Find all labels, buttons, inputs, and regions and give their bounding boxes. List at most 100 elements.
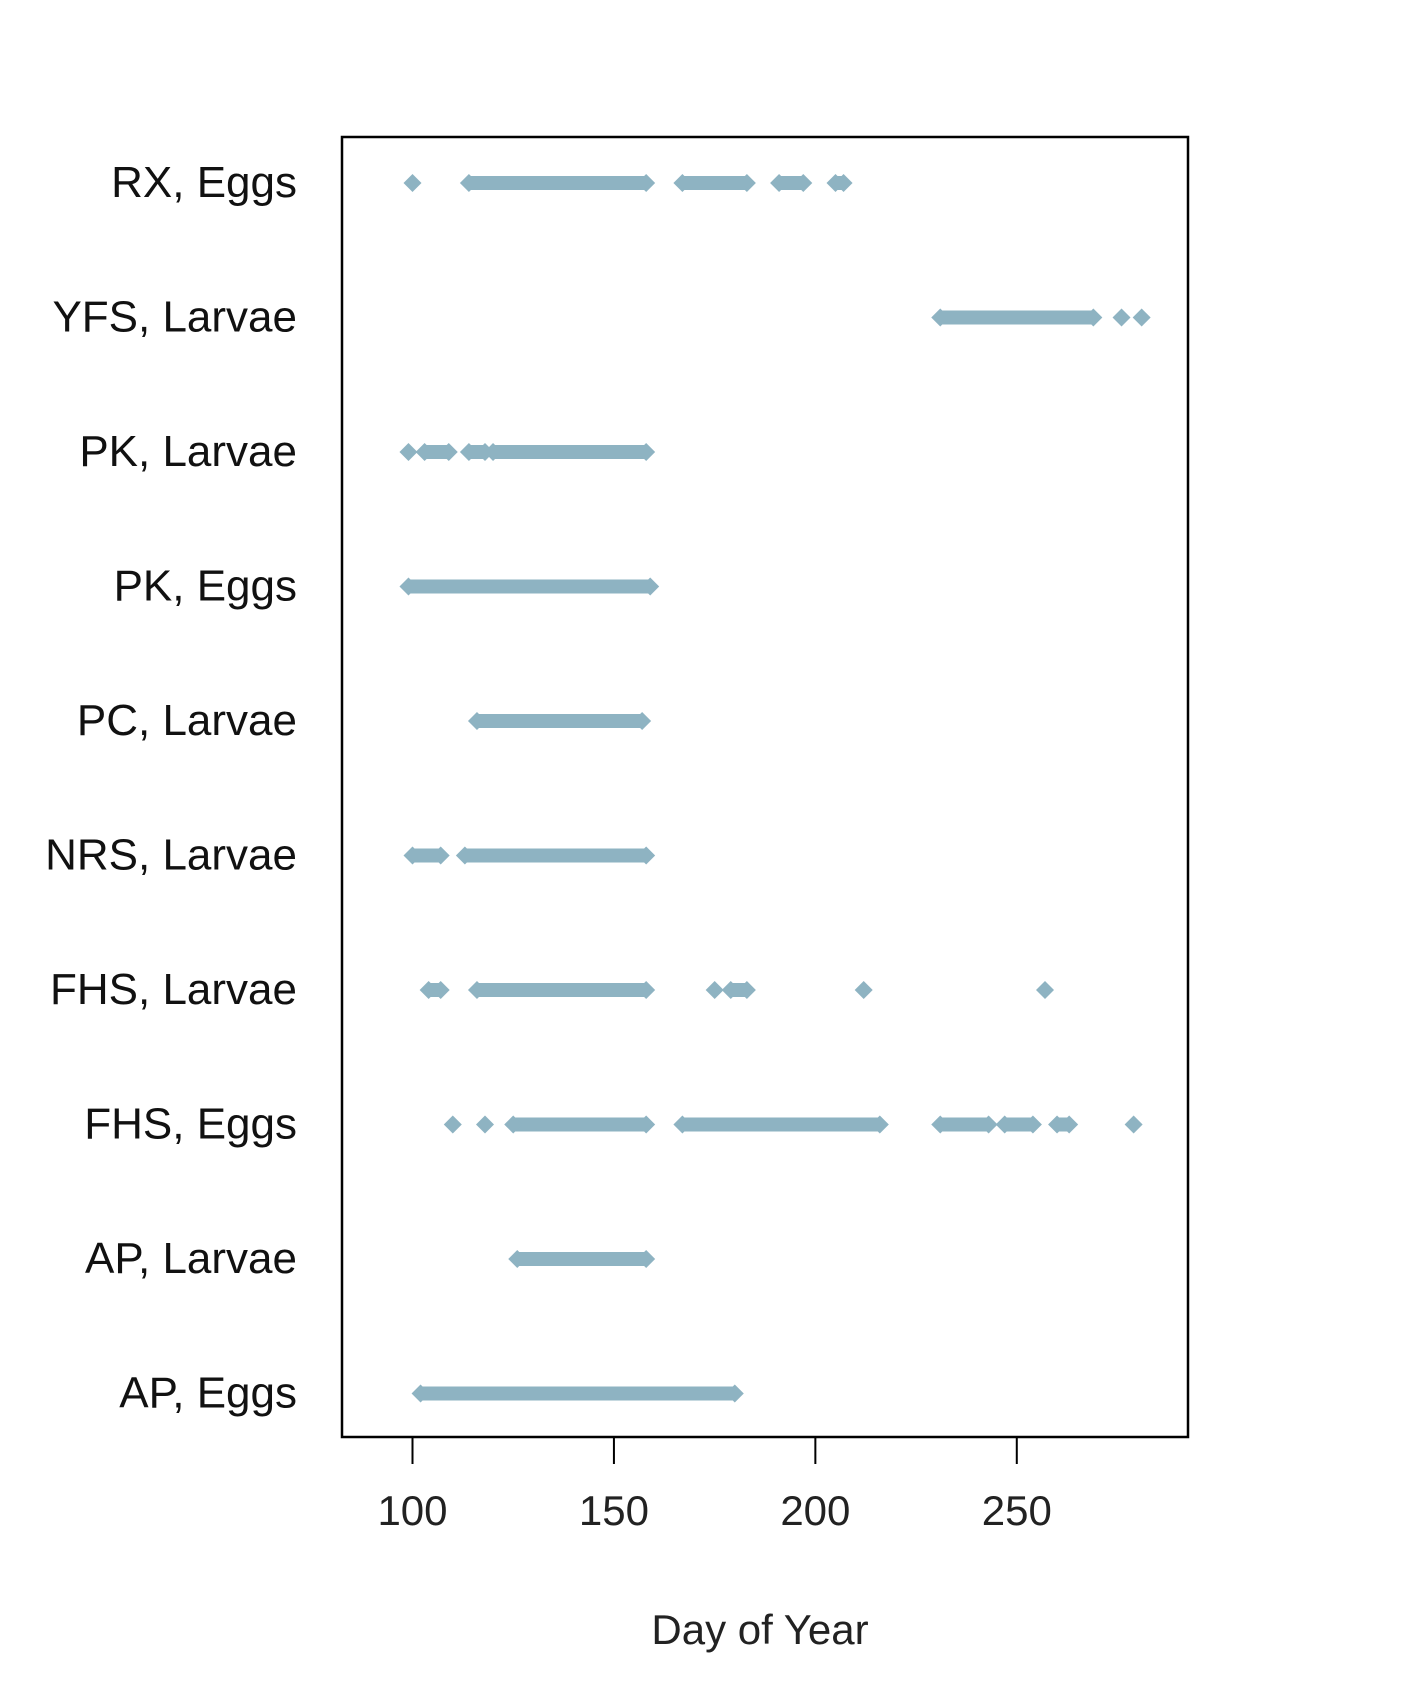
- data-point: [870, 1115, 889, 1134]
- data-point: [1132, 308, 1151, 327]
- series-row: [467, 712, 652, 730]
- data-point: [508, 1250, 527, 1268]
- data-point: [399, 577, 418, 596]
- data-point: [399, 443, 418, 461]
- point-cluster: [673, 174, 756, 192]
- data-point: [1112, 308, 1131, 327]
- category-labels: RX, Eggs YFS, Larvae PK, Larvae PK, Eggs PC,…: [45, 158, 297, 1418]
- data-point: [467, 712, 486, 730]
- x-tick-label: 150: [579, 1487, 649, 1534]
- point-cluster: [995, 1115, 1042, 1134]
- data-point: [637, 1250, 656, 1268]
- data-point: [637, 1115, 656, 1134]
- data-point: [673, 174, 692, 192]
- data-point: [459, 443, 478, 461]
- category-label: PC, Larvae: [77, 696, 297, 745]
- category-label: RX, Eggs: [111, 158, 297, 207]
- data-point: [431, 981, 450, 999]
- category-label: FHS, Larvae: [50, 965, 297, 1014]
- point-cluster: [508, 1250, 656, 1268]
- data-point: [411, 1384, 430, 1403]
- category-label: PK, Eggs: [114, 562, 297, 611]
- data-point: [439, 443, 458, 461]
- data-point: [931, 1115, 950, 1134]
- data-point: [484, 443, 503, 461]
- data-point: [673, 1115, 692, 1134]
- series-row: [403, 846, 656, 865]
- point-cluster: [415, 443, 458, 461]
- x-tick-label: 100: [377, 1487, 447, 1534]
- point-cluster: [455, 846, 656, 865]
- data-point: [1035, 981, 1054, 999]
- data-point: [504, 1115, 523, 1134]
- series-row: [399, 443, 656, 461]
- data-point: [633, 712, 652, 730]
- data-point: [770, 174, 789, 192]
- point-cluster: [403, 846, 450, 865]
- data-point: [737, 174, 756, 192]
- data-point: [737, 981, 756, 999]
- x-axis: 100 150 200 250: [377, 1436, 1052, 1534]
- point-cluster: [673, 1115, 889, 1134]
- data-point: [1124, 1115, 1143, 1134]
- data-point: [455, 846, 474, 865]
- category-label: FHS, Eggs: [84, 1100, 297, 1149]
- point-cluster: [399, 577, 660, 596]
- point-cluster: [931, 308, 1103, 327]
- point-cluster: [770, 174, 813, 192]
- series-row: [399, 577, 660, 596]
- x-tick-label: 200: [780, 1487, 850, 1534]
- point-cluster: [484, 443, 656, 461]
- series-row: [419, 981, 1054, 999]
- data-point: [476, 1115, 495, 1134]
- data-point: [1048, 1115, 1067, 1134]
- category-label: AP, Eggs: [119, 1369, 297, 1418]
- data-point: [995, 1115, 1014, 1134]
- category-label: YFS, Larvae: [52, 293, 297, 342]
- data-point: [1060, 1115, 1079, 1134]
- data-marks: [399, 174, 1151, 1403]
- data-point: [1084, 308, 1103, 327]
- data-point: [459, 174, 478, 192]
- point-cluster: [467, 981, 656, 999]
- data-point: [931, 308, 950, 327]
- data-point: [637, 981, 656, 999]
- category-label: PK, Larvae: [79, 427, 297, 476]
- series-row: [508, 1250, 656, 1268]
- point-cluster: [931, 1115, 998, 1134]
- data-point: [419, 981, 438, 999]
- data-point: [403, 846, 422, 865]
- data-point: [403, 174, 422, 192]
- data-point: [854, 981, 873, 999]
- category-label: NRS, Larvae: [45, 831, 297, 880]
- data-point: [637, 174, 656, 192]
- data-point: [721, 981, 740, 999]
- data-point: [467, 981, 486, 999]
- point-cluster: [467, 712, 652, 730]
- data-point: [725, 1384, 744, 1403]
- data-point: [443, 1115, 462, 1134]
- data-point: [431, 846, 450, 865]
- data-point: [705, 981, 724, 999]
- data-point: [637, 846, 656, 865]
- data-point: [834, 174, 853, 192]
- series-row: [931, 308, 1151, 327]
- data-point: [415, 443, 434, 461]
- point-cluster: [826, 174, 853, 192]
- point-cluster: [459, 174, 656, 192]
- point-cluster: [419, 981, 450, 999]
- point-cluster: [411, 1384, 744, 1403]
- data-point: [979, 1115, 998, 1134]
- data-point: [641, 577, 660, 596]
- data-point: [637, 443, 656, 461]
- series-row: [403, 174, 853, 192]
- x-tick-label: 250: [982, 1487, 1052, 1534]
- x-axis-title: Day of Year: [651, 1606, 868, 1653]
- category-label: AP, Larvae: [85, 1234, 297, 1283]
- point-cluster: [1048, 1115, 1079, 1134]
- series-row: [411, 1384, 744, 1403]
- point-cluster: [504, 1115, 656, 1134]
- plot-frame: [340, 135, 1190, 1439]
- point-cluster: [721, 981, 756, 999]
